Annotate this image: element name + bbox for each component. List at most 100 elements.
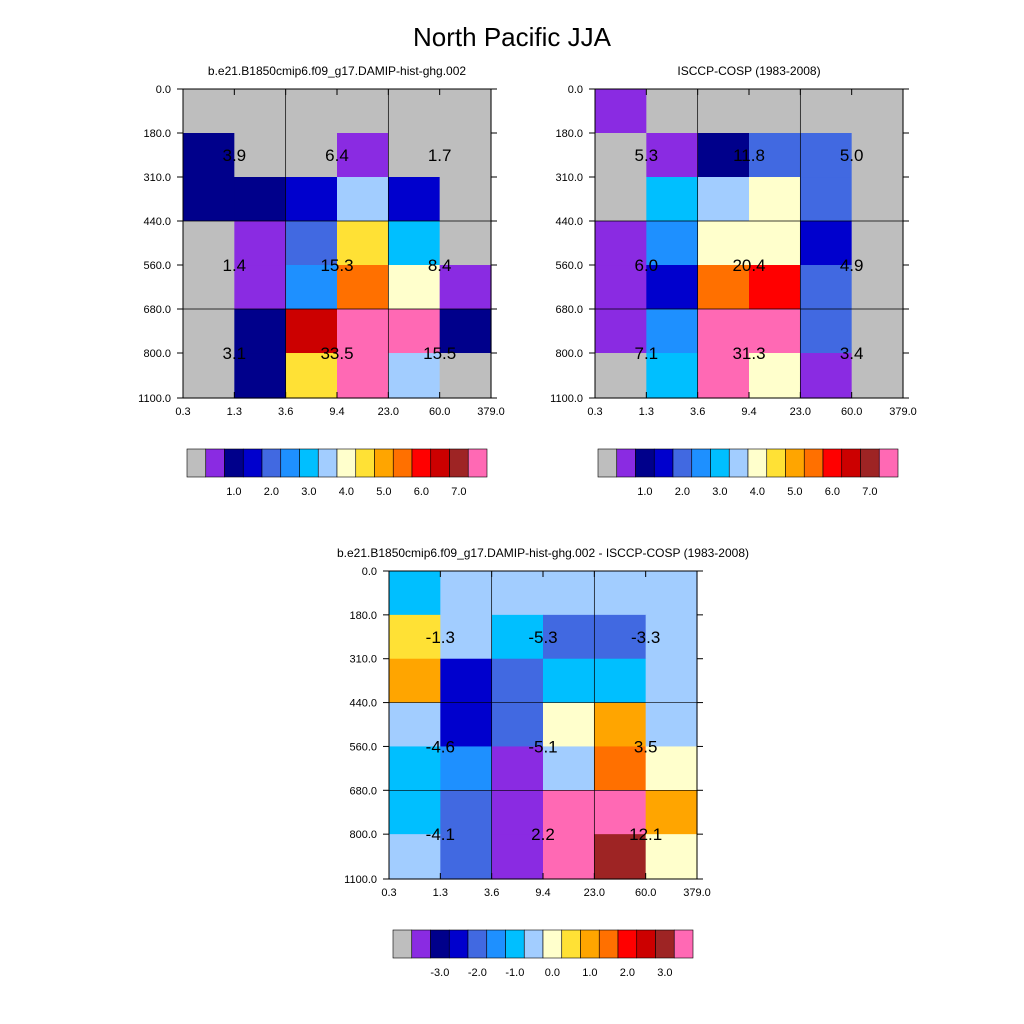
x-tick-label: 23.0 [378, 406, 399, 418]
heatmap-cell [646, 89, 699, 134]
heatmap-cell [749, 309, 801, 354]
colorbar-label: 3.0 [301, 486, 316, 498]
heatmap-cell [491, 702, 544, 748]
x-tick-label: 379.0 [683, 887, 711, 899]
colorbar-label: 0.0 [545, 967, 560, 979]
x-tick-label: 379.0 [477, 406, 505, 418]
cell-value: 5.0 [840, 146, 864, 165]
y-tick-label: 680.0 [349, 785, 377, 797]
heatmap-cell [851, 177, 904, 222]
heatmap-cell [645, 614, 698, 660]
panel-difference: b.e21.B1850cmip6.f09_g17.DAMIP-hist-ghg.… [337, 546, 749, 979]
heatmap-cell [491, 614, 544, 660]
colorbar-label: 2.0 [675, 486, 690, 498]
cell-value: -5.1 [528, 737, 557, 756]
x-tick-label: 60.0 [635, 887, 656, 899]
y-tick-label: 560.0 [143, 260, 171, 272]
heatmap-cell [491, 658, 544, 704]
cell-value: 3.9 [223, 146, 247, 165]
heatmap-cell [388, 265, 441, 310]
colorbar-label: 5.0 [787, 486, 802, 498]
heatmap-cell [440, 746, 493, 791]
heatmap-cell [440, 834, 493, 880]
heatmap-cell [183, 221, 235, 266]
colorbar-label: 2.0 [620, 967, 635, 979]
heatmap-cell [749, 89, 801, 134]
colorbar-label: 3.0 [712, 486, 727, 498]
heatmap-cell [697, 221, 750, 266]
colorbar-swatch [878, 448, 899, 478]
cell-value: -1.3 [426, 628, 455, 647]
cell-value: 11.8 [733, 146, 765, 165]
y-tick-label: 180.0 [143, 128, 171, 140]
heatmap-cell [491, 746, 544, 791]
colorbar-label: 2.0 [264, 486, 279, 498]
x-tick-label: 3.6 [278, 406, 293, 418]
heatmap-cell [594, 658, 647, 704]
heatmap-cell [389, 790, 441, 835]
heatmap-cell [749, 265, 801, 310]
x-tick-label: 9.4 [535, 887, 550, 899]
colorbar-swatch [467, 929, 488, 959]
colorbar-label: 1.0 [226, 486, 241, 498]
heatmap-cell [337, 177, 389, 222]
colorbar-swatch [728, 448, 749, 478]
cell-value: -4.1 [426, 825, 455, 844]
heatmap-cell [594, 571, 647, 616]
heatmap-cell [183, 89, 235, 134]
x-tick-label: 3.6 [690, 406, 705, 418]
panel-model: b.e21.B1850cmip6.f09_g17.DAMIP-hist-ghg.… [138, 64, 505, 498]
cell-value: 3.4 [840, 344, 864, 363]
colorbar-swatch [205, 448, 225, 478]
x-tick-label: 9.4 [741, 406, 756, 418]
heatmap-cell [285, 133, 338, 178]
heatmap-cell [439, 89, 492, 134]
heatmap-cell [749, 221, 801, 266]
y-tick-label: 560.0 [349, 741, 377, 753]
heatmap-cell [388, 309, 441, 354]
heatmap-cell [800, 221, 853, 266]
colorbar-swatch [860, 448, 880, 478]
y-tick-label: 180.0 [555, 128, 583, 140]
colorbar-swatch [186, 448, 207, 478]
x-tick-label: 0.3 [175, 406, 190, 418]
heatmap-cell [851, 133, 904, 178]
heatmap-cell [285, 353, 338, 399]
y-tick-label: 1100.0 [138, 393, 171, 405]
colorbar-swatch [505, 929, 525, 959]
cell-value: 20.4 [732, 256, 765, 275]
y-tick-label: 0.0 [156, 84, 171, 96]
colorbar-swatch [374, 448, 394, 478]
heatmap-cell [439, 133, 492, 178]
cell-value: 15.5 [423, 344, 456, 363]
heatmap-cell [646, 309, 699, 354]
heatmap-cell [285, 309, 338, 354]
y-tick-label: 310.0 [349, 654, 377, 666]
heatmap-cell [389, 571, 441, 616]
heatmap-cell [440, 614, 493, 660]
heatmap-cell [183, 177, 235, 222]
y-tick-label: 800.0 [555, 348, 583, 360]
panel-title: b.e21.B1850cmip6.f09_g17.DAMIP-hist-ghg.… [337, 546, 749, 560]
heatmap-cell [183, 265, 235, 310]
heatmap-cell [646, 133, 699, 178]
panel-title: b.e21.B1850cmip6.f09_g17.DAMIP-hist-ghg.… [208, 64, 466, 78]
heatmap-cell [646, 221, 699, 266]
colorbar-swatch [280, 448, 300, 478]
colorbar-swatch [486, 929, 506, 959]
colorbar-label: 6.0 [825, 486, 840, 498]
heatmap-cell [285, 89, 338, 134]
heatmap-cell [800, 353, 853, 399]
heatmap-cell [851, 309, 904, 354]
colorbar-swatch [224, 448, 244, 478]
colorbar-swatch [242, 448, 263, 478]
colorbar-swatch [580, 929, 600, 959]
colorbar-swatch [523, 929, 544, 959]
heatmap-cell [440, 702, 493, 748]
cell-value: 6.4 [325, 146, 349, 165]
cell-value: 2.2 [531, 825, 555, 844]
heatmap-cell [543, 702, 595, 748]
y-tick-label: 180.0 [349, 610, 377, 622]
heatmap-cell [388, 133, 441, 178]
colorbar-swatch [635, 448, 655, 478]
